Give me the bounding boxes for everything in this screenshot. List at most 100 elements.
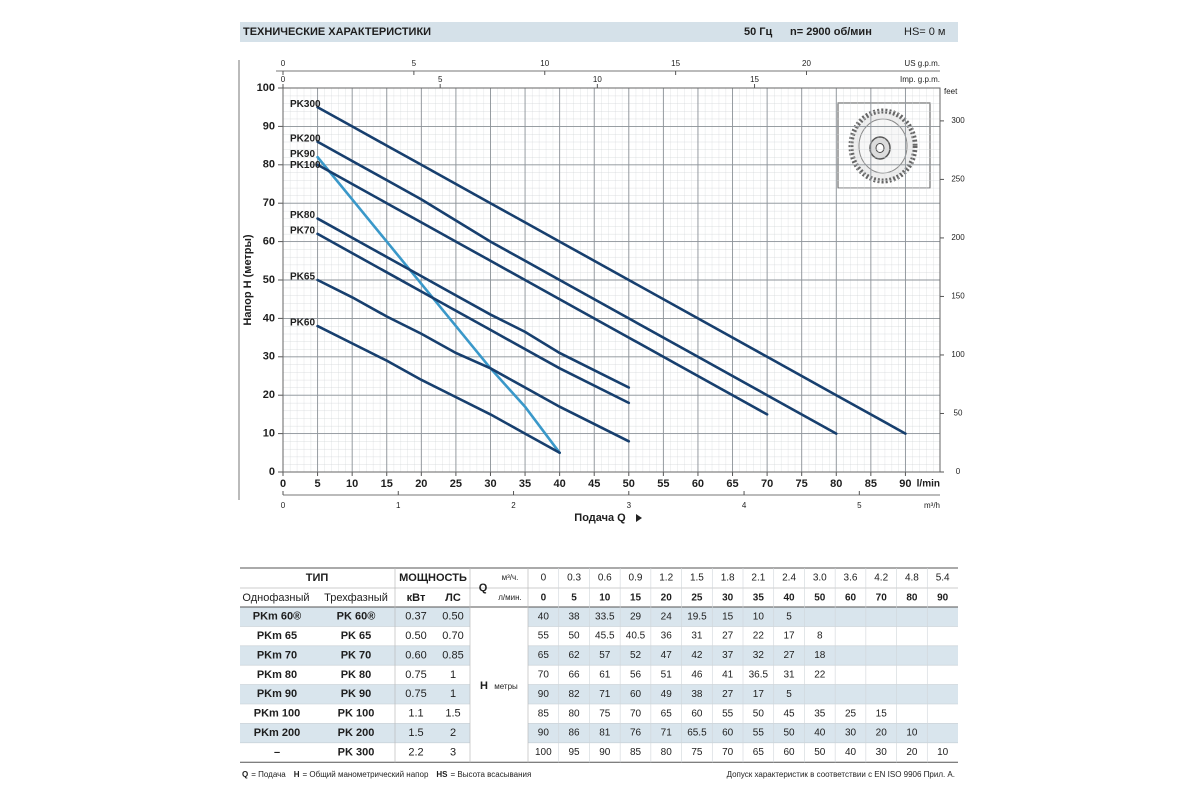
table-head: ЛС <box>445 592 461 604</box>
q-m3h: 0 <box>541 573 547 584</box>
x-tick-label: 65 <box>726 478 738 490</box>
power-hp: 1 <box>450 688 456 700</box>
power-kw: 1.5 <box>408 727 423 739</box>
head-value: 66 <box>569 670 581 681</box>
power-hp: 0.50 <box>442 611 463 623</box>
header-frequency: 50 Гц <box>744 26 773 38</box>
q-m3h: 2.4 <box>782 573 796 584</box>
model-single: PKm 100 <box>254 708 300 720</box>
head-value: 40 <box>845 747 857 758</box>
head-value: 71 <box>599 689 611 700</box>
head-value: 85 <box>630 747 642 758</box>
x-tick-label: 5 <box>315 478 321 490</box>
head-value: 57 <box>599 650 611 661</box>
head-value: 15 <box>876 708 888 719</box>
x4-tick-label: 0 <box>281 501 286 510</box>
head-value: 17 <box>753 689 765 700</box>
power-kw: 0.37 <box>405 611 426 623</box>
curve <box>316 217 631 389</box>
curve-label: PK70 <box>290 226 315 237</box>
footer-symbol: Q <box>242 770 248 779</box>
table-head: Однофазный <box>242 592 309 604</box>
head-value: 42 <box>691 650 703 661</box>
head-value: 10 <box>906 728 918 739</box>
head-value: 50 <box>784 728 796 739</box>
x-tick-label: 70 <box>761 478 773 490</box>
head-value: 90 <box>538 728 550 739</box>
power-hp: 2 <box>450 727 456 739</box>
model-three: PK 60® <box>337 611 376 623</box>
y2-tick-label: 100 <box>951 350 965 359</box>
x2-tick-label: 20 <box>802 59 811 68</box>
x-tick-label: 80 <box>830 478 842 490</box>
head-value: 65 <box>753 747 765 758</box>
head-value: 56 <box>630 670 642 681</box>
curve-label: PK200 <box>290 133 321 144</box>
table-head: л/мин. <box>498 593 522 602</box>
head-value: 82 <box>569 689 581 700</box>
x3-tick-label: 0 <box>281 75 286 84</box>
row-shade <box>240 607 470 627</box>
head-value: 70 <box>538 670 550 681</box>
model-single: – <box>274 746 280 758</box>
head-value: 65 <box>538 650 550 661</box>
x-axis-arrow <box>636 514 642 522</box>
x-tick-label: 50 <box>623 478 635 490</box>
model-three: PK 200 <box>338 727 375 739</box>
table-head: метры <box>494 682 518 691</box>
model-single: PKm 60® <box>253 611 301 623</box>
head-value: 52 <box>630 650 642 661</box>
head-value: 20 <box>906 747 918 758</box>
row-shade <box>240 684 470 704</box>
head-value: 36 <box>661 631 673 642</box>
y-tick-label: 0 <box>269 466 275 478</box>
q-m3h: 1.2 <box>659 573 673 584</box>
table-head: Q <box>479 582 488 594</box>
curve <box>316 278 631 443</box>
power-kw: 0.75 <box>405 688 426 700</box>
model-three: PK 300 <box>338 746 375 758</box>
power-hp: 0.85 <box>442 649 463 661</box>
y2-tick-label: 250 <box>951 175 965 184</box>
y2-tick-label: 300 <box>951 116 965 125</box>
q-m3h: 4.8 <box>905 573 919 584</box>
x4-tick-label: 2 <box>511 501 516 510</box>
q-m3h: 3.0 <box>813 573 827 584</box>
x4-tick-label: 1 <box>396 501 401 510</box>
x4-axis-title: m³/h <box>924 501 940 510</box>
head-value: 49 <box>661 689 673 700</box>
curve-label: PK300 <box>290 99 321 110</box>
curve <box>316 324 561 455</box>
y-tick-label: 20 <box>263 389 275 401</box>
x-axis-title: Подача Q <box>574 512 626 524</box>
head-value: 47 <box>661 650 673 661</box>
footer-note: Допуск характеристик в соответствии с EN… <box>727 770 955 779</box>
head-value: 15 <box>722 611 734 622</box>
head-value: 40 <box>814 728 826 739</box>
q-lmin: 15 <box>630 593 642 604</box>
y2-tick-label: 0 <box>956 467 961 476</box>
curve-label: PK65 <box>290 272 315 283</box>
table-head: МОЩНОСТЬ <box>399 572 467 584</box>
y-tick-label: 70 <box>263 197 275 209</box>
x-tick-label: 30 <box>484 478 496 490</box>
x-tick-label: 85 <box>865 478 877 490</box>
model-three: PK 70 <box>341 649 372 661</box>
x2-tick-label: 0 <box>281 59 286 68</box>
curve <box>316 140 838 435</box>
row-shade <box>240 645 470 666</box>
head-value: 46 <box>691 670 703 681</box>
y-tick-label: 50 <box>263 274 275 286</box>
curve-label: PK90 <box>290 149 315 160</box>
x-tick-label: 25 <box>450 478 462 490</box>
x-tick-label: 35 <box>519 478 531 490</box>
head-value: 50 <box>753 708 765 719</box>
x-tick-label: 0 <box>280 478 286 490</box>
head-value: 90 <box>538 689 550 700</box>
model-single: PKm 90 <box>257 688 297 700</box>
head-value: 60 <box>722 728 734 739</box>
head-value: 90 <box>599 747 611 758</box>
head-value: 29 <box>630 611 642 622</box>
head-value: 10 <box>937 747 949 758</box>
q-m3h: 1.5 <box>690 573 704 584</box>
